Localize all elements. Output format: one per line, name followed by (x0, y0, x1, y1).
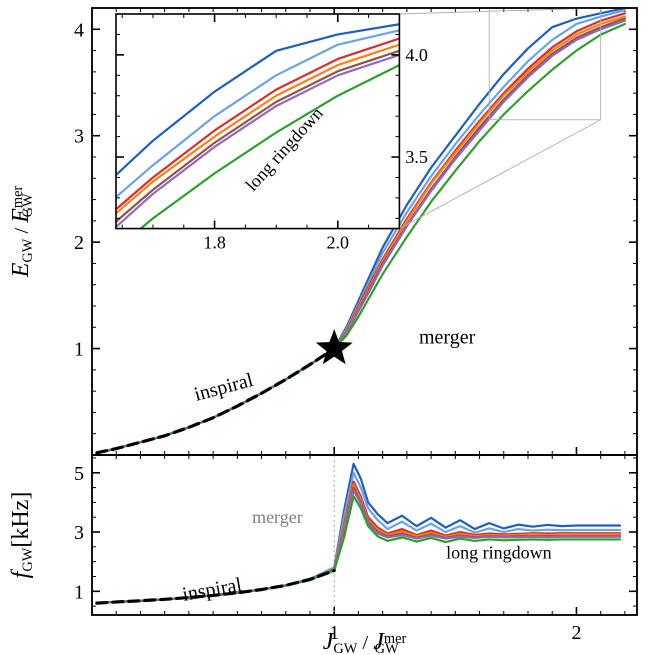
top-ylabel: EGW / EmerGW (8, 186, 36, 279)
svg-text:2: 2 (74, 232, 84, 254)
svg-text:4.0: 4.0 (405, 45, 428, 65)
svg-text:4: 4 (74, 19, 84, 41)
label-longringdown-bottom: long ringdown (446, 543, 552, 563)
svg-text:3: 3 (74, 126, 84, 148)
svg-text:2.0: 2.0 (327, 233, 350, 253)
figure-svg: 121234135inspiralmergerinspiralmergerlon… (0, 0, 655, 655)
svg-text:3.5: 3.5 (405, 147, 428, 167)
label-merger-top: merger (419, 326, 476, 348)
svg-text:2: 2 (571, 622, 581, 644)
figure: 121234135inspiralmergerinspiralmergerlon… (0, 0, 655, 655)
svg-text:EGW / EmerGW: EGW / EmerGW (8, 186, 36, 279)
svg-text:5: 5 (74, 463, 84, 485)
svg-text:3: 3 (74, 522, 84, 544)
svg-text:1: 1 (74, 339, 84, 361)
svg-text:1.8: 1.8 (203, 233, 226, 253)
label-merger-bottom: merger (252, 507, 303, 527)
svg-text:1: 1 (74, 581, 84, 603)
